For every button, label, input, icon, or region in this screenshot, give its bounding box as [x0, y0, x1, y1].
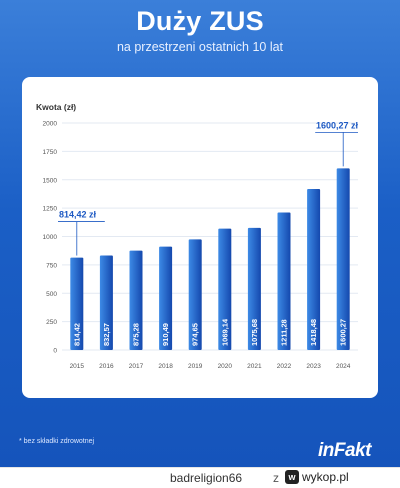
bar-value-label: 1418,48: [309, 319, 318, 346]
y-tick-label: 1250: [43, 206, 58, 213]
bar: [277, 212, 291, 350]
chart-subtitle: na przestrzeni ostatnich 10 lat: [116, 40, 284, 54]
y-tick-label: 1500: [43, 177, 58, 184]
bar-value-label: 1069,14: [220, 318, 229, 346]
bar: [99, 255, 113, 350]
y-tick-label: 750: [46, 262, 57, 269]
bar-value-label: 910,49: [161, 323, 170, 346]
x-tick-label: 2019: [188, 363, 203, 370]
x-tick-label: 2015: [70, 363, 85, 370]
x-tick-label: 2018: [158, 363, 173, 370]
x-tick-label: 2016: [99, 363, 114, 370]
author-username[interactable]: badreligion66: [170, 471, 243, 485]
site-name: wykop.pl: [302, 470, 349, 484]
footer-bar: badreligion66 z w wykop.pl: [0, 467, 400, 488]
bar-value-label: 832,57: [102, 323, 111, 346]
chart-card: Kwota (zł) 0 250 500 750 1000 1250 1500 1750 2000…: [22, 77, 378, 398]
infographic: Duży ZUS na przestrzeni ostatnich 10 lat…: [0, 0, 400, 467]
bar-chart: Kwota (zł) 0 250 500 750 1000 1250 1500 1750 2000…: [36, 102, 359, 370]
bar-value-label: 1075,68: [250, 319, 259, 346]
y-tick-label: 0: [53, 348, 57, 355]
x-tick-label: 2017: [129, 363, 144, 370]
y-tick-label: 2000: [43, 121, 58, 128]
bar-value-label: 1211,28: [280, 319, 289, 346]
y-tick-label: 1000: [43, 234, 58, 241]
bar-value-label: 1600,27: [339, 319, 348, 346]
x-tick-label: 2020: [218, 363, 233, 370]
annotation-label: 814,42 zł: [59, 210, 97, 220]
x-tick-label: 2023: [306, 363, 321, 370]
bar-value-label: 814,42: [72, 323, 81, 346]
wykop-logo-icon: w: [285, 470, 299, 484]
bar: [218, 228, 232, 350]
annotation-label: 1600,27 zł: [316, 120, 359, 130]
x-tick-label: 2022: [277, 363, 292, 370]
bar-value-label: 974,65: [191, 323, 200, 346]
y-tick-label: 1750: [43, 149, 58, 156]
site-link[interactable]: w wykop.pl: [285, 470, 349, 484]
bar: [159, 246, 173, 350]
y-axis-label: Kwota (zł): [36, 102, 76, 112]
chart-title: Duży ZUS: [136, 6, 264, 36]
bar-value-label: 875,28: [132, 323, 141, 346]
bar: [307, 189, 321, 350]
y-tick-label: 250: [46, 319, 57, 326]
bar: [247, 227, 261, 350]
footnote: * bez składki zdrowotnej: [19, 438, 95, 445]
bar: [70, 257, 84, 350]
bar: [188, 239, 202, 350]
infakt-logo: inFakt: [318, 440, 371, 461]
bar: [336, 168, 350, 350]
x-tick-label: 2024: [336, 363, 351, 370]
footer-separator: z: [273, 471, 279, 485]
x-tick-label: 2021: [247, 363, 262, 370]
bar: [129, 250, 143, 350]
y-tick-label: 500: [46, 291, 57, 298]
